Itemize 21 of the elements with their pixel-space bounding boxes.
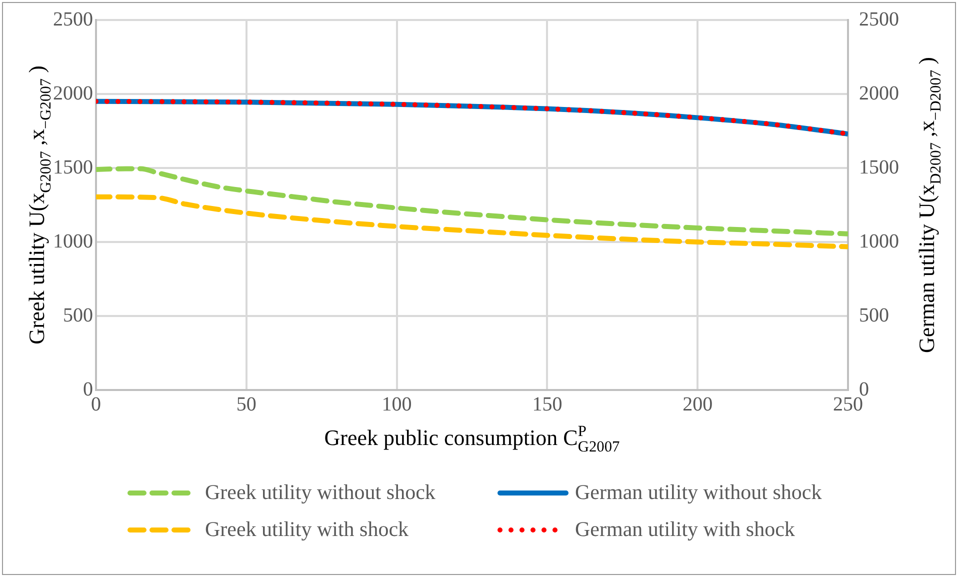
- y2-tick-label: 500: [859, 304, 889, 326]
- x-tick-label: 150: [532, 393, 562, 416]
- y-tick-label: 1500: [53, 156, 93, 178]
- y-tick-label: 1000: [53, 230, 93, 252]
- y2-tick-label: 2000: [859, 82, 899, 104]
- y2-tick-label: 2500: [859, 8, 899, 30]
- x-tick-label: 50: [236, 393, 256, 416]
- y-tick-label: 0: [83, 378, 93, 400]
- y2-axis-title: German utility U(xD2007 ,x−D2007 ): [914, 57, 945, 353]
- y2-tick-label: 1000: [859, 230, 899, 252]
- y-tick-label: 500: [63, 304, 93, 326]
- legend-label: Greek utility without shock: [205, 480, 436, 505]
- y-tick-label: 2000: [53, 82, 93, 104]
- legend-label: German utility with shock: [575, 517, 795, 542]
- x-tick-label: 100: [382, 393, 412, 416]
- legend-label: Greek utility with shock: [205, 517, 409, 542]
- legend-label: German utility without shock: [575, 480, 822, 505]
- y-tick-label: 2500: [53, 8, 93, 30]
- y2-tick-label: 1500: [859, 156, 899, 178]
- y-axis-title: Greek utility U(xG2007 ,x−G2007 ): [24, 66, 55, 344]
- x-tick-label: 200: [682, 393, 713, 416]
